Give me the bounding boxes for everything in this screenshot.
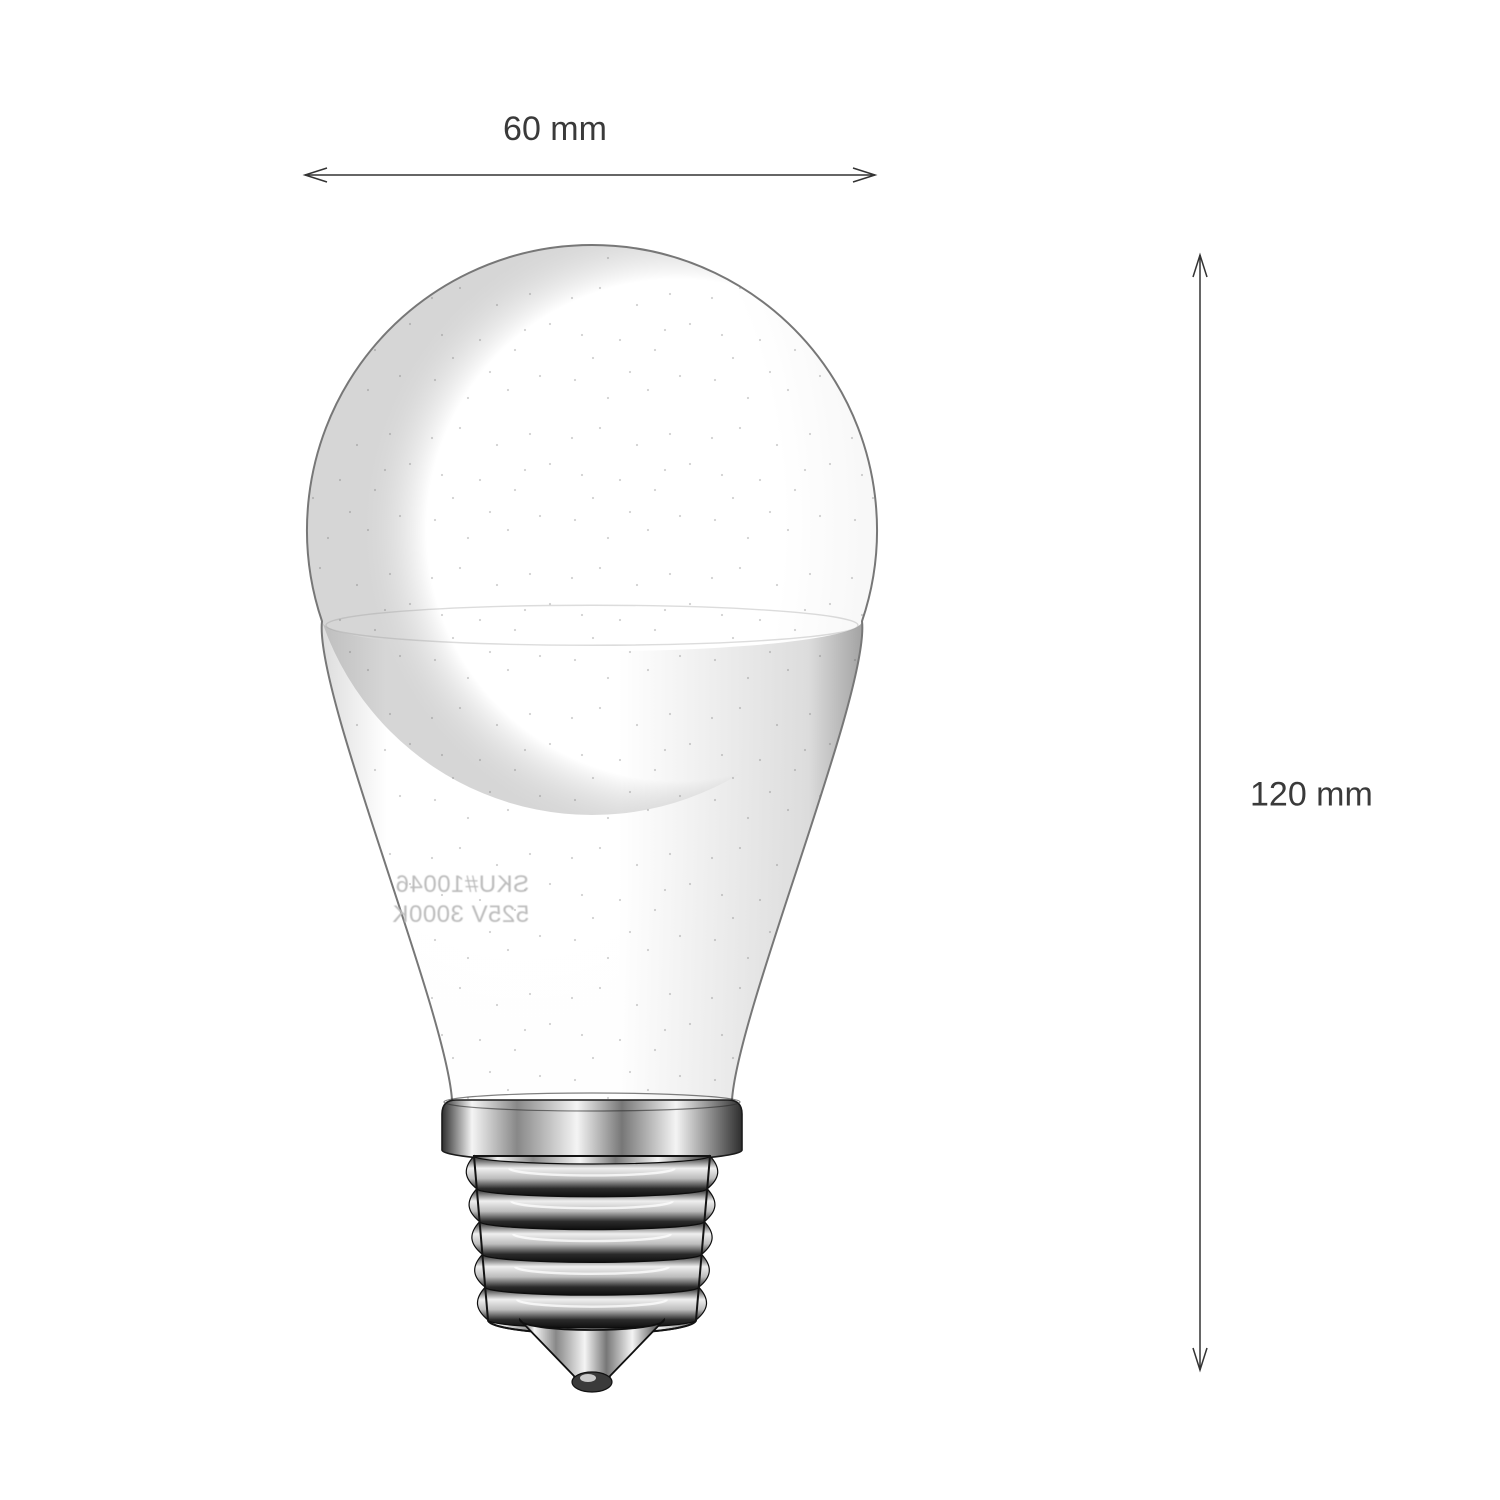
width-dimension-label: 60 mm bbox=[503, 110, 607, 149]
bulb-spec-line1: SKU#10046 bbox=[395, 871, 529, 898]
bulb-spec-text: SKU#10046 525V 3000K bbox=[392, 870, 529, 930]
bulb-technical-drawing bbox=[0, 0, 1500, 1500]
diagram-stage: 60 mm 120 mm SKU#10046 525V 3000K bbox=[0, 0, 1500, 1500]
bulb-spec-line2: 525V 3000K bbox=[392, 901, 529, 928]
height-dimension-label: 120 mm bbox=[1250, 776, 1373, 815]
